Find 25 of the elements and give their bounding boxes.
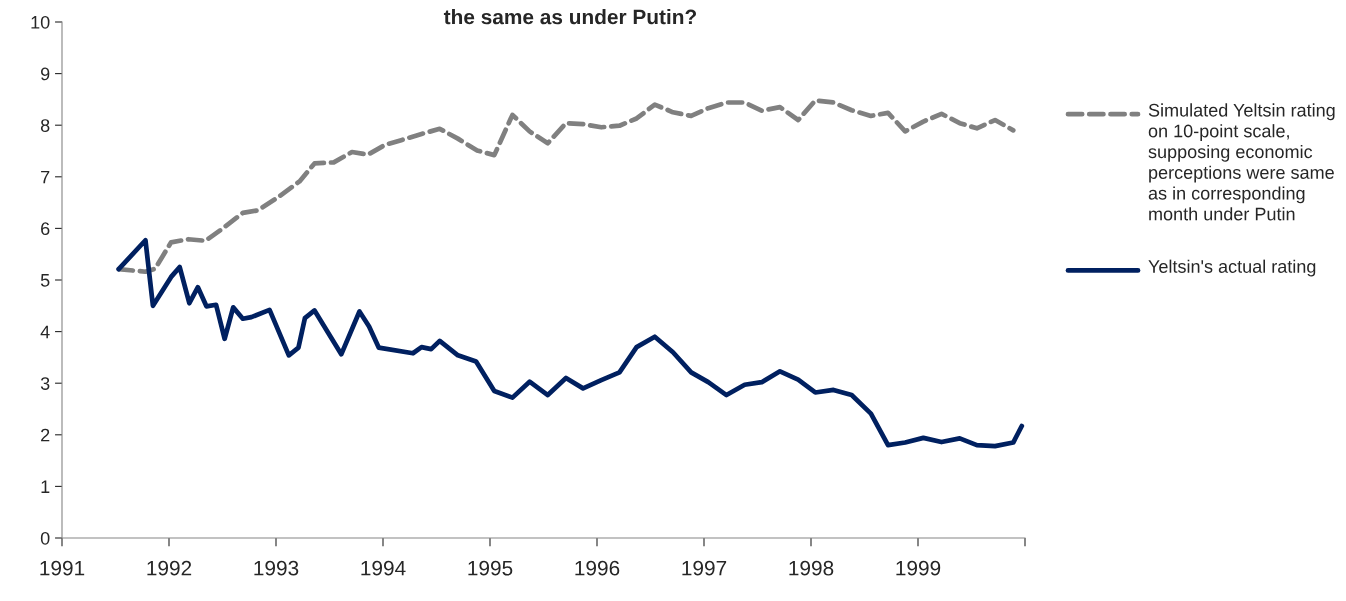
- y-tick-label: 0: [40, 531, 50, 545]
- y-tick-label: 7: [41, 170, 50, 184]
- legend-label: Simulated Yeltsin rating on 10-point scale, supposing economic perceptions were same as in corresponding month under Putin: [1148, 103, 1335, 221]
- x-tick-label: 1999: [896, 560, 941, 576]
- y-tick-label: 1: [41, 480, 50, 493]
- x-tick-label: 1998: [789, 560, 834, 576]
- y-tick-label: 3: [40, 377, 50, 390]
- x-tick-label: 1996: [575, 560, 620, 576]
- y-tick-label: 4: [40, 325, 50, 339]
- line-series: [116, 237, 1025, 449]
- y-tick-label: 10: [31, 15, 50, 29]
- x-tick-label: 1995: [468, 560, 513, 576]
- x-tick-label: 1992: [147, 560, 192, 576]
- y-tick-label: 6: [41, 222, 50, 236]
- y-tick-label: 8: [40, 119, 50, 132]
- x-tick-label: 1994: [361, 560, 406, 576]
- x-tick-label: 1997: [682, 560, 727, 576]
- x-tick-label: 1993: [254, 560, 299, 576]
- y-tick-label: 2: [41, 428, 50, 442]
- x-tick-label: 1991: [40, 560, 85, 576]
- chart-title: the same as under Putin?: [443, 9, 696, 25]
- legend-label: Yeltsin's actual rating: [1148, 259, 1316, 277]
- y-tick-label: 5: [40, 274, 50, 287]
- line-series: [116, 98, 1016, 275]
- y-tick-label: 9: [41, 67, 50, 81]
